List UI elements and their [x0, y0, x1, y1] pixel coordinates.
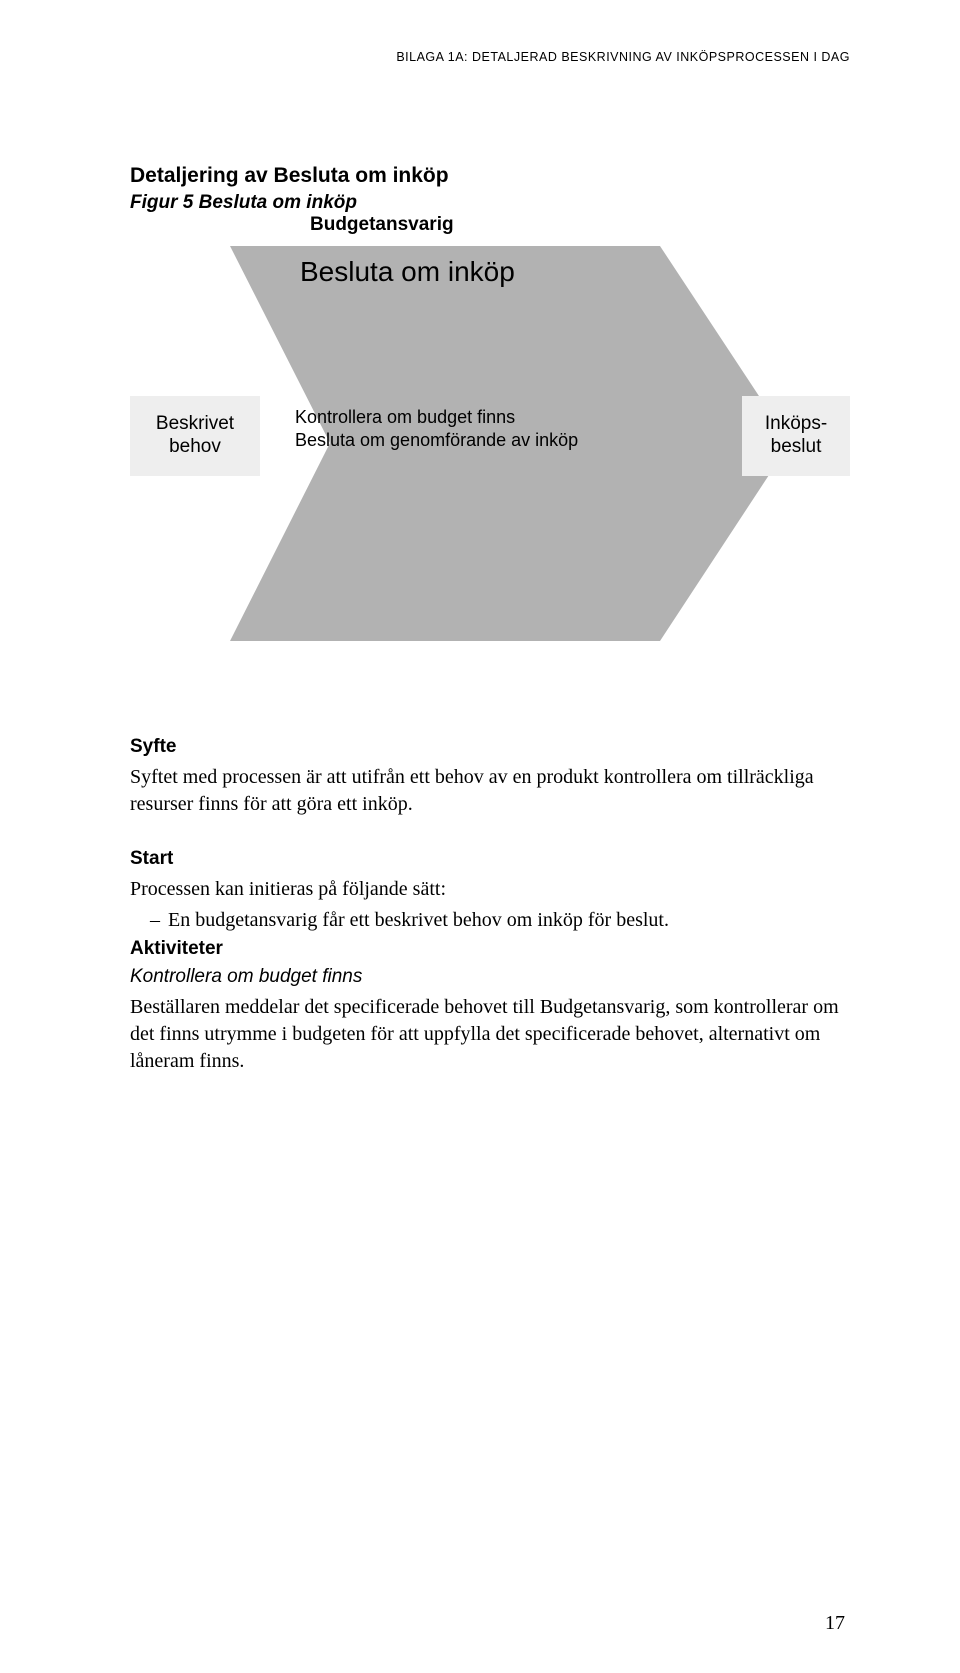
- center-line2: Besluta om genomförande av inköp: [295, 429, 578, 452]
- figure-caption: Figur 5 Besluta om inköp: [130, 192, 850, 214]
- page-number: 17: [825, 1612, 845, 1635]
- body-aktiviteter: Beställaren meddelar det specificerade b…: [130, 994, 850, 1075]
- bullet-text: En budgetansvarig får ett beskrivet beho…: [168, 907, 669, 934]
- bullet-dash-icon: –: [150, 907, 160, 934]
- flow-diagram: Besluta om inköp Beskrivet behov Kontrol…: [130, 236, 850, 666]
- figure-sublabel: Budgetansvarig: [310, 214, 850, 236]
- input-line2: behov: [169, 436, 221, 459]
- input-box: Beskrivet behov: [130, 396, 260, 476]
- bullet-row: – En budgetansvarig får ett beskrivet be…: [150, 907, 850, 934]
- output-line2: beslut: [771, 436, 822, 459]
- output-line1: Inköps-: [765, 413, 827, 436]
- body-syfte: Syftet med processen är att utifrån ett …: [130, 764, 850, 818]
- arrow-title: Besluta om inköp: [300, 256, 515, 288]
- subheading-aktiviteter: Kontrollera om budget finns: [130, 966, 850, 988]
- page-container: BILAGA 1A: DETALJERAD BESKRIVNING AV INK…: [0, 0, 960, 1075]
- center-activity: Kontrollera om budget finns Besluta om g…: [295, 406, 578, 453]
- intro-start: Processen kan initieras på följande sätt…: [130, 876, 850, 903]
- running-header: BILAGA 1A: DETALJERAD BESKRIVNING AV INK…: [130, 50, 850, 64]
- heading-start: Start: [130, 848, 850, 870]
- input-line1: Beskrivet: [156, 413, 234, 436]
- center-line1: Kontrollera om budget finns: [295, 406, 578, 429]
- output-box: Inköps- beslut: [742, 396, 850, 476]
- heading-syfte: Syfte: [130, 736, 850, 758]
- heading-aktiviteter: Aktiviteter: [130, 938, 850, 960]
- section-title: Detaljering av Besluta om inköp: [130, 164, 850, 188]
